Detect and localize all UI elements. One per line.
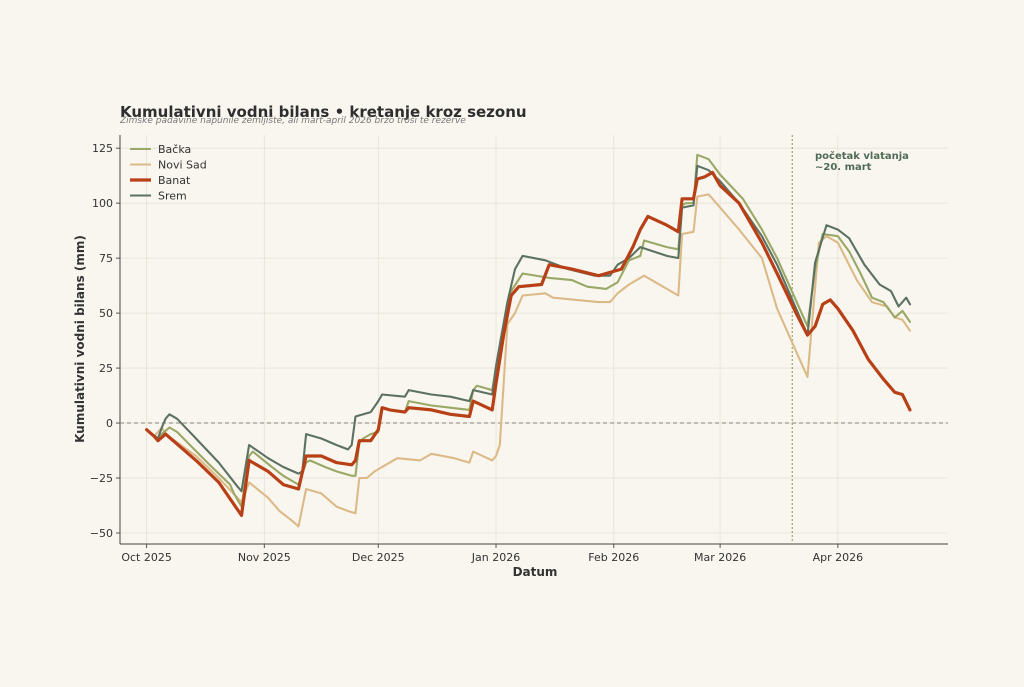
annotation-text-line2: ~20. mart [815,162,872,173]
y-ticks: −50 −25 0 25 50 75 100 125 [90,142,120,540]
legend: Bačka Novi Sad Banat Srem [130,143,207,203]
x-tick-label: Oct 2025 [121,551,172,564]
x-tick-label: Apr 2026 [813,551,864,564]
y-tick-label: −25 [90,472,113,485]
y-tick-label: 125 [92,142,113,155]
series-lines [145,153,912,528]
x-tick-label: Dec 2025 [352,551,405,564]
legend-label-srem: Srem [158,190,187,203]
y-tick-label: 0 [106,417,113,430]
series-line-srem [145,164,912,493]
y-tick-label: 75 [99,252,113,265]
x-tick-label: Nov 2025 [238,551,291,564]
y-axis-label: Kumulativni vodni bilans (mm) [73,235,87,443]
series-line-novi-sad [145,193,912,528]
y-tick-label: −50 [90,527,113,540]
x-tick-label: Jan 2026 [471,551,520,564]
legend-label-novi-sad: Novi Sad [158,159,207,172]
y-tick-label: 100 [92,197,113,210]
y-tick-label: 25 [99,362,113,375]
chart-subtitle: Zimske padavine napunile zemljište, ali … [119,115,466,126]
x-ticks: Oct 2025 Nov 2025 Dec 2025 Jan 2026 Feb 2026… [121,544,863,564]
legend-label-ba-ka: Bačka [158,143,191,156]
y-tick-label: 50 [99,307,113,320]
chart-title: Kumulativni vodni bilans • kretanje kroz… [120,103,527,121]
x-tick-label: Mar 2026 [694,551,746,564]
x-tick-label: Feb 2026 [588,551,639,564]
x-axis-label: Datum [513,565,558,579]
series-line-banat [145,170,912,518]
legend-label-banat: Banat [158,174,191,187]
annotation-text-line1: početak vlatanja [815,150,909,162]
